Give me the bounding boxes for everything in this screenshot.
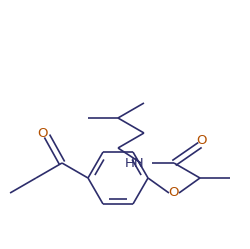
Text: O: O xyxy=(168,187,178,199)
Text: O: O xyxy=(196,133,206,146)
Text: O: O xyxy=(36,126,47,139)
Text: HN: HN xyxy=(124,157,144,170)
